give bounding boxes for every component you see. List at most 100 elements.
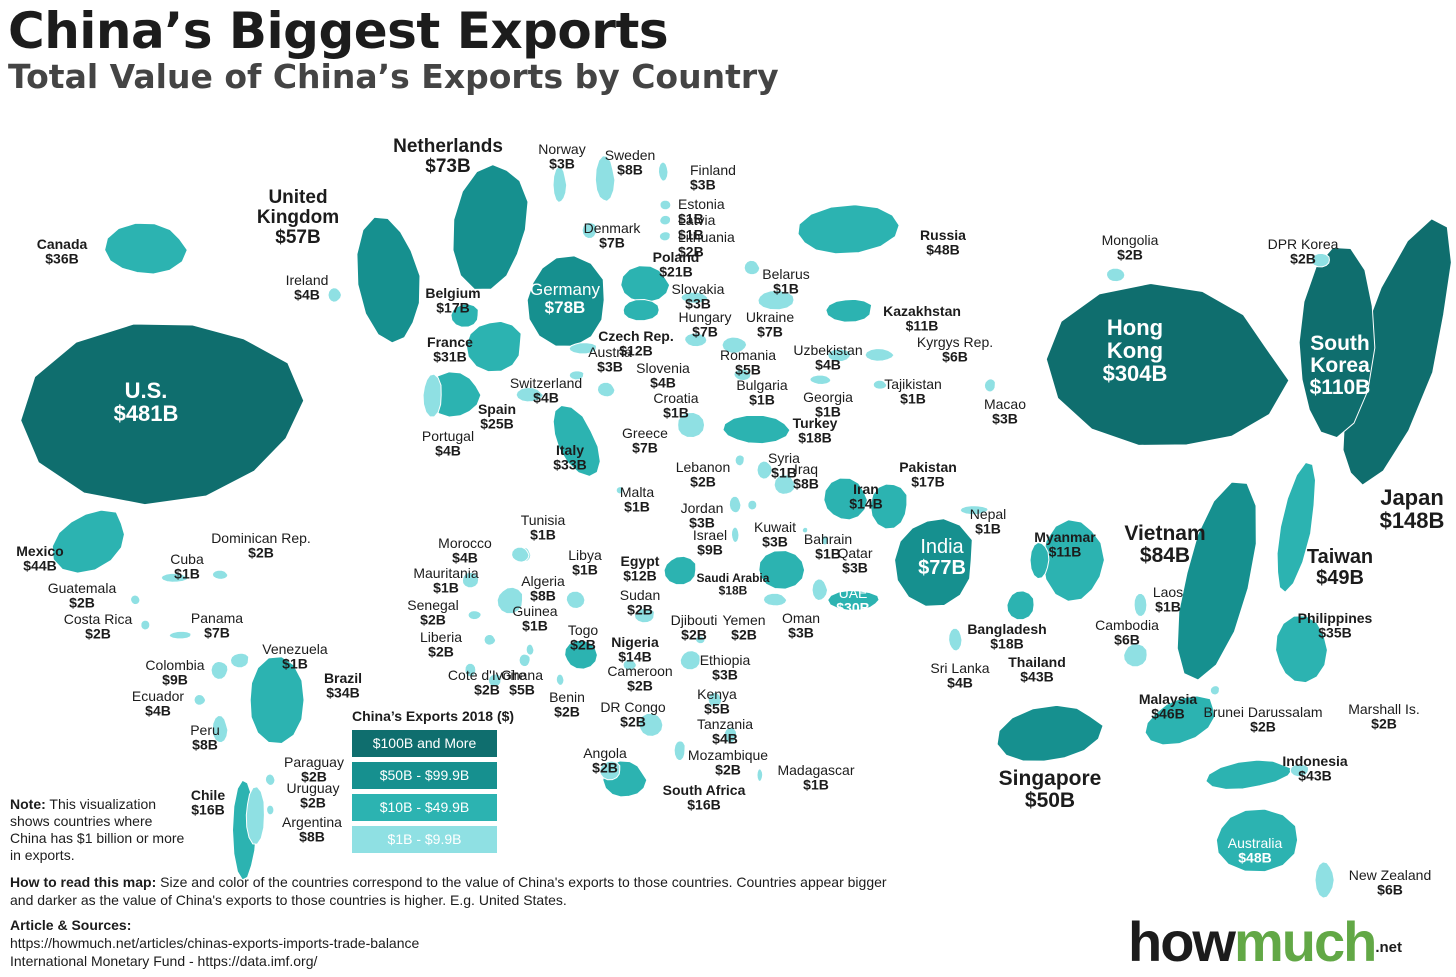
country-shape-marshall-is [1289,763,1309,778]
country-label-estonia: Estonia $1B [678,196,725,227]
country-label-philippines: Philippines $35B [1298,610,1373,641]
country-label-tunisia: Tunisia $1B [521,512,566,543]
source-link-article[interactable]: https://howmuch.net/articles/chinas-expo… [10,935,420,951]
country-label-ukraine: Ukraine $7B [746,309,794,340]
country-label-laos: Laos $1B [1153,584,1183,615]
country-shape-belarus [743,259,761,276]
country-label-romania: Romania $5B [720,347,776,378]
country-label-tanzania: Tanzania $4B [697,716,753,747]
country-shape-malta [615,486,625,495]
country-label-slovenia: Slovenia $4B [636,360,690,391]
country-label-guinea: Guinea $1B [512,603,557,634]
country-shape-mozambique [673,740,686,762]
sources-label: Article & Sources: [10,917,132,933]
country-label-taiwan: Taiwan $49B [1307,546,1373,589]
country-label-uae: UAE $30B [836,585,869,616]
country-label-ecuador: Ecuador $4B [132,688,184,719]
country-shape-ireland [327,287,343,303]
country-shape-united-kingdom [356,216,421,344]
country-label-kuwait: Kuwait $3B [754,519,796,550]
country-shape-paraguay [264,773,276,786]
country-label-belgium: Belgium $17B [425,285,480,316]
country-label-new-zealand: New Zealand $6B [1349,867,1432,898]
country-shape-kenya [707,691,723,708]
country-shape-cameroon [622,658,638,671]
country-label-bangladesh: Bangladesh $18B [967,621,1046,652]
country-label-germany: Germany $78B [530,280,600,317]
country-label-bulgaria: Bulgaria $1B [736,377,788,408]
country-shape-djibouti [694,635,706,645]
country-shape-slovakia [680,291,709,304]
country-label-algeria: Algeria $8B [521,573,565,604]
country-label-lithuania: Lithuania $2B [678,229,735,260]
country-shape-cuba [160,572,190,583]
country-shape-lebanon [734,454,745,467]
country-label-croatia: Croatia $1B [653,390,698,421]
country-shape-angola [599,760,621,781]
country-shape-guatemala [130,594,141,606]
note-label: Note: [10,796,46,812]
country-shape-sudan [633,607,656,624]
country-label-uruguay: Uruguay $2B [287,780,340,811]
country-shape-philippines [1275,615,1328,684]
country-shape-south-korea [1298,246,1376,439]
country-shape-uae [827,589,880,611]
country-shape-denmark [581,221,598,240]
country-label-brazil: Brazil $34B [324,670,362,701]
country-label-italy: Italy $33B [553,442,586,473]
country-label-united-kingdom: United Kingdom $57B [257,187,339,248]
country-shape-bahrain [801,526,809,534]
country-label-thailand: Thailand $43B [1008,654,1066,685]
country-shape-israel [730,526,740,544]
page-subtitle: Total Value of China’s Exports by Countr… [8,57,779,96]
country-label-sri-lanka: Sri Lanka $4B [930,660,989,691]
country-shape-italy [552,404,601,477]
howmuch-logo: howmuch.net [1128,912,1402,972]
country-label-iran: Iran $14B [849,481,882,512]
country-label-poland: Poland $21B [653,249,700,280]
note-text: This visualization shows countries where… [10,796,185,863]
country-label-finland: Finland $3B [690,162,736,193]
country-label-cameroon: Cameroon $2B [607,663,672,694]
country-label-costa-rica: Costa Rica $2B [64,611,133,642]
logo-net: .net [1375,939,1403,956]
country-label-netherlands: Netherlands $73B [393,136,503,177]
country-label-canada: Canada $36B [37,236,88,267]
country-shape-peru [211,715,229,744]
how-to-read-text: Size and color of the countries correspo… [10,874,887,908]
country-label-switzerland: Switzerland $4B [510,375,582,406]
sources: Article & Sources: https://howmuch.net/a… [10,916,419,970]
country-label-denmark: Denmark $7B [584,220,642,251]
source-link-imf[interactable]: International Monetary Fund - https://da… [10,953,318,969]
country-label-portugal: Portugal $4B [422,428,474,459]
country-label-kazakhstan: Kazakhstan $11B [883,303,961,334]
country-shape-nigeria [564,639,598,670]
country-label-kyrgys-rep: Kyrgys Rep. $6B [917,334,993,365]
legend-item-tier3: $10B - $49.9B [352,794,497,821]
country-shape-togo [525,643,535,656]
country-label-guatemala: Guatemala $2B [48,580,117,611]
country-shape-pakistan [869,483,908,530]
country-label-madagascar: Madagascar $1B [777,762,854,793]
country-label-france: France $31B [427,334,473,365]
country-shape-australia [1215,808,1299,873]
country-shape-qatar [820,535,829,546]
country-shape-tajikistan [872,379,888,390]
logo-how: how [1128,910,1236,973]
country-label-czech-rep: Czech Rep. $12B [598,328,673,359]
country-shape-mauritania [461,571,480,589]
legend-item-tier1: $100B and More [352,730,497,757]
country-shape-venezuela [229,652,250,669]
country-shape-oman [811,578,829,602]
country-label-south-korea: South Korea $110B [1310,332,1371,399]
country-shape-bulgaria [733,368,752,382]
country-label-mozambique: Mozambique $2B [688,747,768,778]
country-shape-syria [756,460,773,480]
country-shape-turkey [722,414,791,445]
country-shape-ghana [518,653,531,668]
country-label-singapore: Singapore $50B [999,767,1102,812]
country-label-myanmar: Myanmar $11B [1034,529,1096,560]
country-shape-tanzania [723,726,738,744]
country-label-colombia: Colombia $9B [145,657,204,688]
